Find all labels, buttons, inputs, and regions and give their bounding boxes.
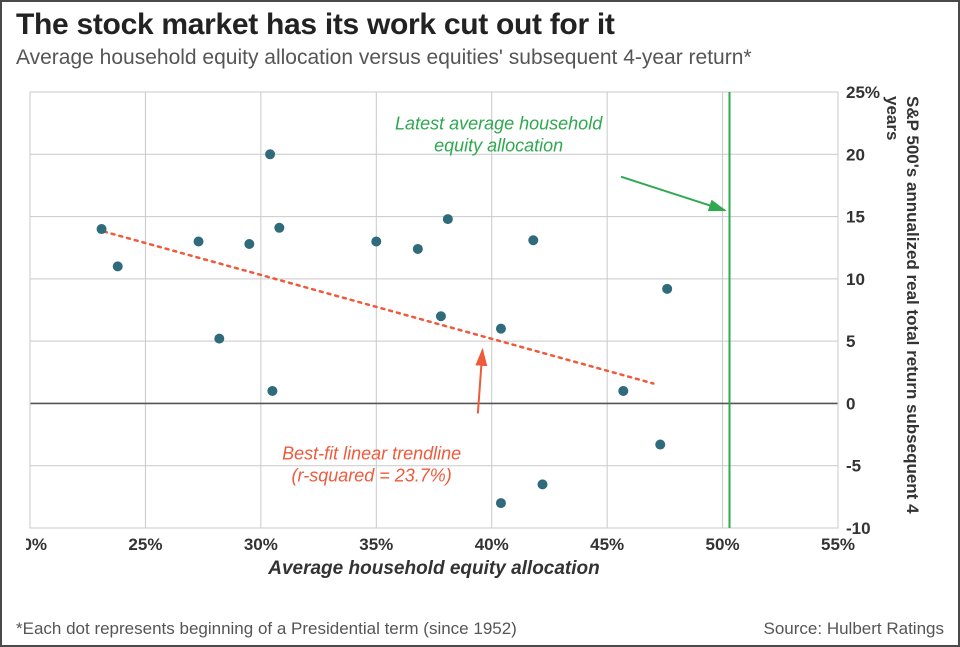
footnote-right: Source: Hulbert Ratings [764, 619, 944, 639]
chart-frame: The stock market has its work cut out fo… [0, 0, 960, 647]
y-tick-label: 0 [846, 394, 855, 413]
y-tick-label: 10 [846, 270, 865, 289]
data-point [265, 149, 275, 159]
data-point [113, 261, 123, 271]
data-point [371, 236, 381, 246]
annotation-trendline-2: (r-squared = 23.7%) [292, 465, 452, 485]
data-point [214, 334, 224, 344]
y-axis-label: S&P 500's annualized real total return s… [882, 96, 922, 532]
data-point [97, 224, 107, 234]
x-tick-label: 30% [244, 535, 278, 554]
chart-title: The stock market has its work cut out fo… [16, 8, 615, 42]
x-tick-label: 20% [26, 535, 47, 554]
data-point [244, 239, 254, 249]
chart-subtitle: Average household equity allocation vers… [16, 46, 752, 70]
y-tick-label: 20 [846, 145, 865, 164]
data-point [267, 386, 277, 396]
y-tick-label: 25% [846, 83, 880, 102]
data-point [274, 223, 284, 233]
data-point [413, 244, 423, 254]
x-tick-label: 45% [590, 535, 624, 554]
x-tick-label: 50% [706, 535, 740, 554]
annotation-latest-allocation: Latest average household [395, 113, 603, 133]
footnote-left: *Each dot represents beginning of a Pres… [16, 619, 517, 639]
data-point [194, 236, 204, 246]
y-tick-label: 15 [846, 208, 865, 227]
data-point [662, 284, 672, 294]
data-point [436, 311, 446, 321]
data-point [443, 214, 453, 224]
x-tick-label: 40% [475, 535, 509, 554]
scatter-plot: 20%25%30%35%40%45%50%55%-10-50510152025%… [26, 82, 888, 562]
data-point [618, 386, 628, 396]
annotation-trendline: Best-fit linear trendline [282, 443, 461, 463]
y-tick-label: 5 [846, 332, 855, 351]
x-tick-label: 35% [359, 535, 393, 554]
data-point [538, 479, 548, 489]
y-tick-label: -5 [846, 457, 861, 476]
y-tick-label: -10 [846, 519, 871, 538]
x-axis-label: Average household equity allocation [268, 558, 600, 580]
data-point [496, 324, 506, 334]
data-point [528, 235, 538, 245]
annotation-latest-allocation-2: equity allocation [434, 135, 563, 155]
data-point [655, 440, 665, 450]
x-tick-label: 25% [128, 535, 162, 554]
data-point [496, 498, 506, 508]
